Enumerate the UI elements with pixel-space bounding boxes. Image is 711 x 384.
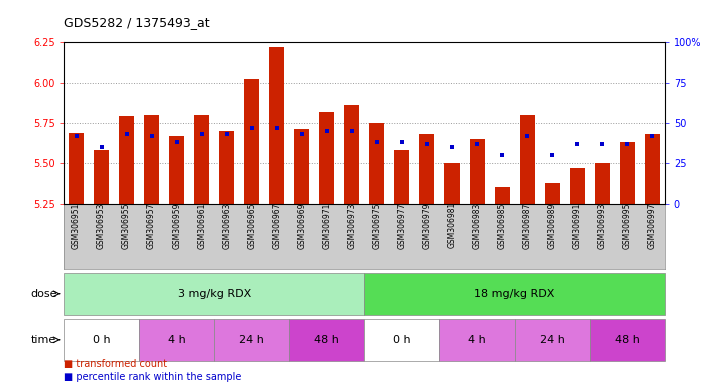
- Text: 4 h: 4 h: [168, 335, 186, 345]
- Bar: [289, 319, 365, 361]
- Bar: [594, 163, 610, 204]
- Bar: [64, 273, 365, 315]
- Text: 48 h: 48 h: [314, 335, 339, 345]
- Bar: [365, 273, 665, 315]
- Bar: [570, 168, 584, 204]
- Bar: [119, 116, 134, 204]
- Bar: [495, 187, 510, 204]
- Bar: [94, 150, 109, 204]
- Text: 24 h: 24 h: [240, 335, 264, 345]
- Bar: [439, 319, 515, 361]
- Bar: [319, 112, 334, 204]
- Text: ■ transformed count: ■ transformed count: [64, 359, 167, 369]
- Bar: [169, 136, 184, 204]
- Text: time: time: [31, 335, 56, 345]
- Bar: [214, 319, 289, 361]
- Text: dose: dose: [30, 289, 56, 299]
- Text: 18 mg/kg RDX: 18 mg/kg RDX: [474, 289, 555, 299]
- Bar: [545, 182, 560, 204]
- Bar: [620, 142, 635, 204]
- Bar: [444, 163, 459, 204]
- Bar: [294, 129, 309, 204]
- Bar: [144, 115, 159, 204]
- Bar: [469, 139, 485, 204]
- Bar: [194, 115, 209, 204]
- Text: 0 h: 0 h: [393, 335, 411, 345]
- Bar: [645, 134, 660, 204]
- Bar: [344, 105, 359, 204]
- Bar: [520, 115, 535, 204]
- Text: ■ percentile rank within the sample: ■ percentile rank within the sample: [64, 372, 241, 382]
- Bar: [69, 132, 84, 204]
- Text: 48 h: 48 h: [615, 335, 640, 345]
- Text: 4 h: 4 h: [468, 335, 486, 345]
- Bar: [395, 150, 410, 204]
- Bar: [370, 123, 385, 204]
- Bar: [515, 319, 589, 361]
- Bar: [269, 47, 284, 204]
- Bar: [139, 319, 214, 361]
- Text: GDS5282 / 1375493_at: GDS5282 / 1375493_at: [64, 16, 210, 29]
- Text: 3 mg/kg RDX: 3 mg/kg RDX: [178, 289, 251, 299]
- Text: 24 h: 24 h: [540, 335, 565, 345]
- Bar: [589, 319, 665, 361]
- Bar: [219, 131, 234, 204]
- Bar: [64, 319, 139, 361]
- Bar: [365, 319, 439, 361]
- Bar: [419, 134, 434, 204]
- Bar: [245, 79, 260, 204]
- Text: 0 h: 0 h: [92, 335, 110, 345]
